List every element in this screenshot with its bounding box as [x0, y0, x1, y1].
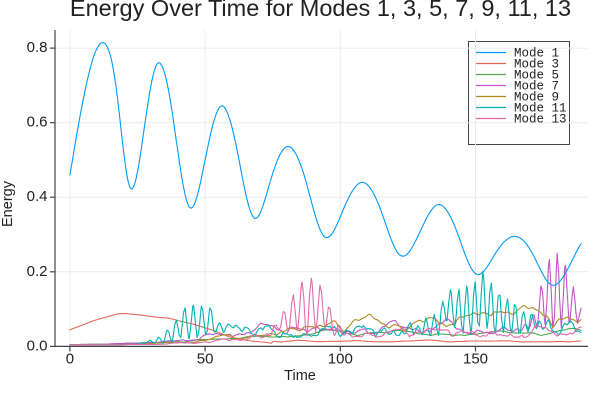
svg-text:150: 150: [463, 350, 488, 367]
svg-text:100: 100: [328, 350, 353, 367]
svg-text:0.0: 0.0: [27, 337, 48, 354]
svg-text:50: 50: [197, 350, 214, 367]
svg-text:0: 0: [66, 350, 74, 367]
svg-text:0.4: 0.4: [27, 188, 48, 205]
svg-text:0.2: 0.2: [27, 263, 48, 280]
svg-text:0.8: 0.8: [27, 39, 48, 56]
svg-text:0.6: 0.6: [27, 114, 48, 131]
